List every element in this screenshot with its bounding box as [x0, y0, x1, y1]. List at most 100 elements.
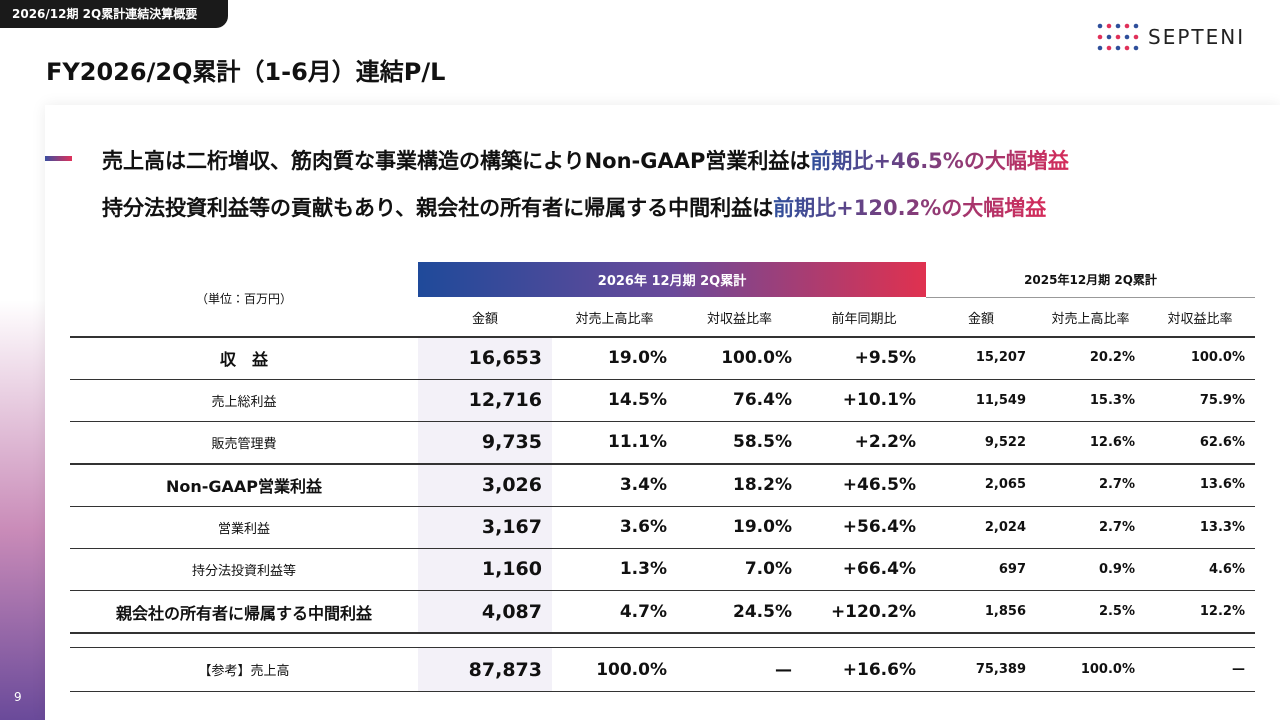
table-cell: 62.6%: [1199, 434, 1245, 450]
table-cell: 4,087: [481, 600, 542, 623]
row-rule: [70, 506, 1255, 507]
table-cell: +120.2%: [830, 601, 916, 622]
column-header: 前年同期比: [831, 311, 897, 327]
reference-gap: [70, 634, 1255, 647]
headline: 売上高は二桁増収、筋肉質な事業構造の構築によりNon-GAAP営業利益は前期比+…: [102, 145, 1069, 175]
table-cell: 12,716: [468, 389, 542, 411]
accent-bar: [45, 156, 72, 161]
row-rule: [70, 647, 1255, 648]
row-label: 売上総利益: [211, 394, 277, 410]
table-cell: 2,024: [984, 519, 1026, 535]
column-header: 金額: [967, 311, 994, 327]
table-cell: 15,207: [975, 350, 1026, 365]
table-cell: 3,167: [481, 516, 542, 538]
table-cell: 14.5%: [608, 390, 667, 410]
table-cell: +16.6%: [842, 659, 916, 680]
table-cell: 3,026: [481, 473, 542, 496]
table-cell: 100.0%: [721, 347, 792, 368]
table-cell: 9,522: [984, 434, 1026, 450]
table-cell: 2.5%: [1098, 604, 1135, 619]
headline-highlight: 前期比+120.2%の大幅増益: [773, 196, 1047, 220]
row-label: Non-GAAP営業利益: [165, 476, 323, 496]
table-cell: 2.7%: [1098, 519, 1135, 535]
logo: SEPTENI: [1096, 22, 1245, 52]
unit-label: （単位：百万円）: [195, 291, 292, 306]
table-cell: 9,735: [481, 431, 542, 453]
table-cell: +66.4%: [842, 559, 916, 579]
side-gradient: [0, 300, 45, 720]
slide-title: FY2026/2Q累計（1-6月）連結P/L: [46, 58, 446, 86]
column-header: 対売上高比率: [575, 311, 654, 327]
table-cell: 2.7%: [1098, 477, 1135, 492]
row-rule: [70, 379, 1255, 380]
table-cell: 3.6%: [619, 517, 667, 537]
table-cell: +2.2%: [854, 432, 916, 452]
table-cell: —: [775, 659, 792, 680]
table-cell: 100.0%: [1190, 350, 1245, 365]
row-label: 親会社の所有者に帰属する中間利益: [115, 603, 372, 623]
table-cell: 12.2%: [1199, 604, 1245, 619]
row-rule: [70, 632, 1255, 634]
column-header: 対収益比率: [1167, 311, 1233, 327]
table-cell: 7.0%: [744, 559, 792, 579]
table-cell: 75.9%: [1199, 392, 1245, 408]
row-rule: [70, 691, 1255, 692]
table-cell: 4.7%: [619, 601, 667, 622]
page-number: 9: [14, 690, 22, 704]
logo-text: SEPTENI: [1148, 25, 1246, 49]
group-header-current: 2026年 12月期 2Q累計: [418, 262, 926, 297]
table-cell: 24.5%: [733, 601, 792, 622]
table-cell: 76.4%: [733, 390, 792, 410]
row-label: 収 益: [219, 349, 268, 369]
logo-mark: [1097, 23, 1139, 51]
amount-column-shade: [418, 336, 552, 691]
header-rule: [926, 297, 1255, 298]
table-cell: 58.5%: [733, 432, 792, 452]
row-rule: [70, 548, 1255, 549]
table-cell: 87,873: [468, 658, 542, 681]
row-label: 販売管理費: [211, 436, 277, 452]
row-rule: [70, 590, 1255, 591]
table-cell: 1,856: [984, 604, 1026, 619]
table-cell: 11.1%: [608, 432, 667, 452]
row-label: 持分法投資利益等: [191, 563, 296, 579]
table-cell: +9.5%: [854, 347, 916, 368]
table-cell: 12.6%: [1089, 434, 1135, 450]
headline-highlight: 前期比+46.5%の大幅増益: [810, 149, 1069, 173]
table-cell: 1,160: [481, 558, 542, 580]
table-cell: 20.2%: [1089, 350, 1135, 365]
table-cell: 19.0%: [733, 517, 792, 537]
content-panel: [45, 105, 1280, 720]
table-cell: 100.0%: [596, 659, 667, 680]
table-cell: 19.0%: [608, 347, 667, 368]
headline: 持分法投資利益等の貢献もあり、親会社の所有者に帰属する中間利益は前期比+120.…: [102, 192, 1046, 222]
table-cell: 2,065: [984, 477, 1026, 492]
table-cell: 18.2%: [733, 474, 792, 495]
table-cell: 13.3%: [1199, 519, 1245, 535]
table-cell: +46.5%: [842, 474, 916, 495]
column-header: 対収益比率: [706, 311, 772, 327]
table-cell: +56.4%: [842, 517, 916, 537]
column-header: 金額: [471, 311, 498, 327]
table-cell: 0.9%: [1098, 561, 1135, 577]
column-header: 対売上高比率: [1051, 311, 1130, 327]
row-rule: [70, 336, 1255, 338]
table-cell: —: [1232, 662, 1245, 677]
table-cell: 13.6%: [1199, 477, 1245, 492]
table-cell: 697: [998, 561, 1026, 577]
table-cell: 3.4%: [619, 474, 667, 495]
table-cell: 16,653: [468, 346, 542, 369]
headline-text: 売上高は二桁増収、筋肉質な事業構造の構築によりNon-GAAP営業利益は: [102, 149, 811, 173]
table-cell: 4.6%: [1208, 561, 1245, 577]
row-label: 営業利益: [217, 521, 270, 537]
table-cell: 11,549: [975, 392, 1026, 408]
table-cell: +10.1%: [842, 390, 916, 410]
row-rule: [70, 463, 1255, 465]
group-header-prior: 2025年12月期 2Q累計: [1024, 273, 1157, 287]
table-cell: 15.3%: [1089, 392, 1135, 408]
table-cell: 1.3%: [619, 559, 667, 579]
row-rule: [70, 421, 1255, 422]
table-cell: 100.0%: [1080, 662, 1135, 677]
